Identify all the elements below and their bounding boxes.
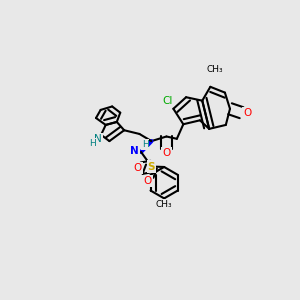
Text: CH₃: CH₃ [207, 65, 223, 74]
Text: O: O [134, 163, 142, 173]
Text: Cl: Cl [162, 96, 172, 106]
Text: S: S [148, 161, 155, 172]
Text: H: H [142, 140, 148, 149]
Text: CH₃: CH₃ [207, 65, 223, 74]
Text: N: N [130, 146, 139, 156]
Text: O: O [243, 108, 251, 118]
Text: CH₃: CH₃ [156, 200, 172, 209]
Text: N: N [94, 134, 101, 145]
Text: O: O [162, 148, 171, 158]
Text: H: H [90, 139, 96, 148]
Text: O: O [144, 176, 152, 186]
Text: Cl: Cl [162, 96, 172, 106]
